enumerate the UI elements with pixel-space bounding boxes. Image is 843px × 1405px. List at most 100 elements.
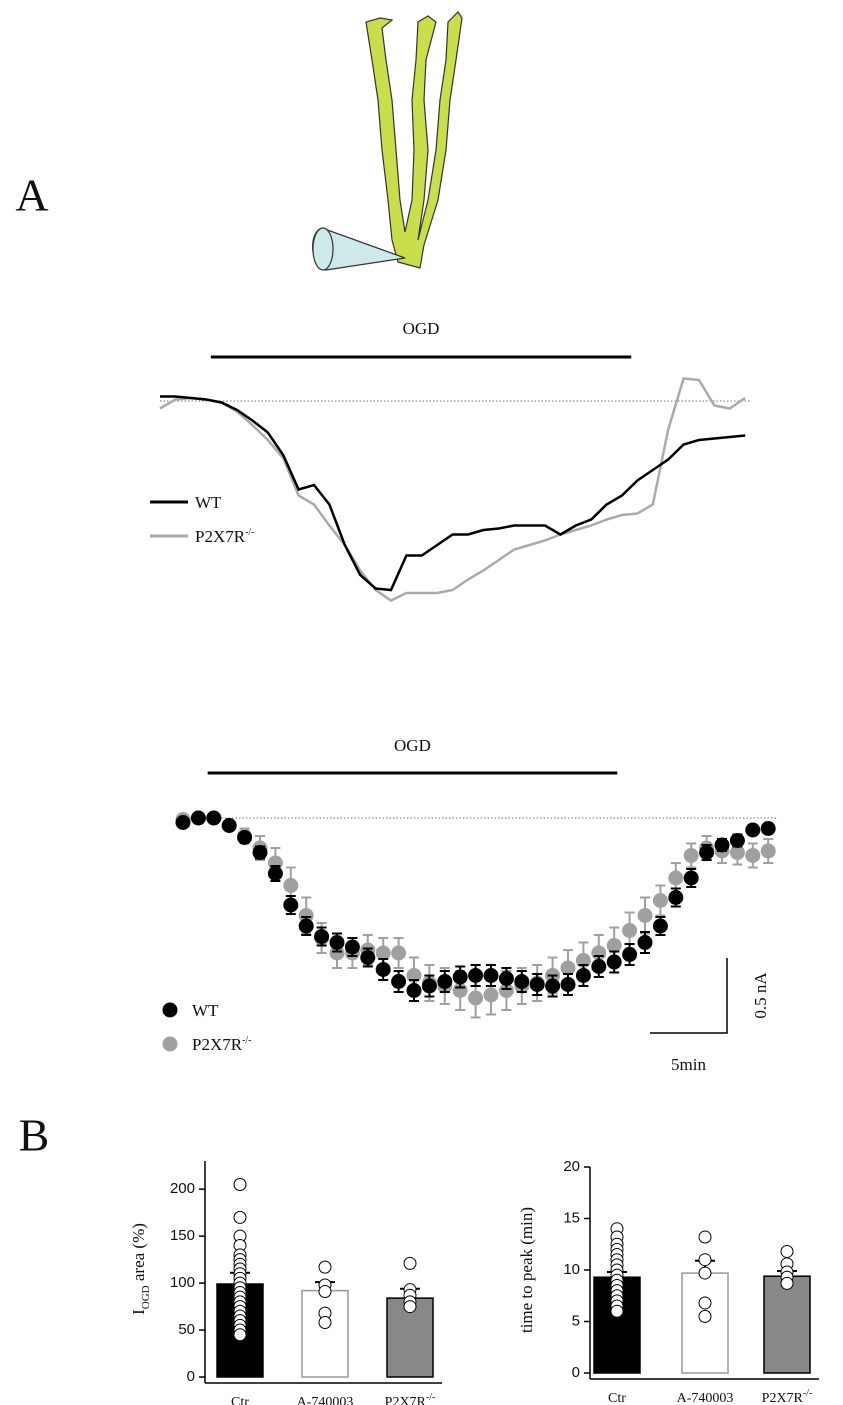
legend-label: WT [195,493,222,512]
data-point [267,866,283,881]
scale-bar [650,958,728,1034]
data-point [403,1300,417,1314]
legend-label: P2X7R-/- [195,527,255,546]
x-tick-label-text: A-740003 [297,1395,354,1405]
data-point [233,1177,247,1191]
data-point [391,974,407,989]
y-tick-label: 50 [178,1321,195,1338]
data-point [175,815,191,830]
data-point [637,908,653,923]
data-point [221,818,237,833]
y-axis-label: time to peak (min) [517,1207,536,1333]
y-tick-label: 200 [170,1180,195,1197]
scale-bar-y-label: 0.5 nA [751,972,770,1019]
data-point [421,978,437,994]
x-tick-label-text: Ctr [608,1391,626,1405]
legend-label-sup: -/- [245,527,254,538]
data-point [318,1260,332,1274]
data-point [637,935,653,950]
data-point [622,947,638,962]
x-tick-label-text: A-740003 [677,1391,734,1405]
y-tick-label: 150 [170,1227,195,1244]
legend-label-text: P2X7R [192,1035,243,1054]
data-point [468,990,484,1006]
data-point [610,1304,624,1318]
data-point [560,977,576,992]
x-tick-label: A-740003 [297,1395,354,1405]
data-point [391,945,407,961]
data-point [360,950,376,965]
scale-bar-x-label: 5min [671,1055,706,1074]
y-tick-label: 20 [563,1158,580,1175]
legend-swatch [162,1036,178,1052]
x-tick-label-text: Ctr [231,1395,249,1405]
data-point [318,1316,332,1330]
y-tick-label: 10 [563,1261,580,1278]
data-point [344,939,360,955]
data-point [283,878,299,893]
data-point [606,954,622,970]
data-point [283,897,299,913]
bar [763,1275,811,1374]
data-point [698,1230,712,1244]
y-tick-label: 0 [572,1364,580,1381]
data-point [745,822,761,838]
data-point [698,1296,712,1310]
data-point [760,843,776,859]
x-tick-label-sup: -/- [426,1392,435,1403]
data-point [375,945,391,961]
x-tick-label: Ctr [608,1391,626,1405]
neuron-drawing [312,11,463,271]
data-point [729,845,745,860]
data-point [714,837,730,853]
x-tick-label-text: P2X7R [385,1395,427,1405]
data-point [318,1285,332,1299]
y-tick-label: 15 [563,1209,580,1226]
y-axis-label-sub: OGD [140,1285,152,1309]
stimulus-label: OGD [394,736,431,755]
data-point [699,845,715,860]
data-point [190,810,206,826]
data-point [652,918,668,934]
data-point [622,923,638,938]
y-tick-label: 100 [170,1274,195,1291]
trace [159,377,746,602]
data-point [329,935,345,950]
x-tick-label-sup: -/- [803,1388,812,1399]
data-point [668,890,684,905]
data-point [698,1309,712,1323]
data-point [237,830,253,845]
data-point [468,968,484,983]
data-point [652,893,668,908]
data-point [529,977,545,992]
x-tick-label: Ctr [231,1395,249,1405]
x-tick-label: A-740003 [677,1391,734,1405]
panel-label: B [19,1110,50,1161]
y-tick-label: 0 [187,1368,195,1385]
trace [160,395,746,592]
data-point [698,1266,712,1280]
data-point [375,962,391,977]
data-point [780,1276,794,1290]
data-point [514,974,530,989]
data-point [575,968,591,983]
data-point [780,1244,794,1258]
y-axis-label: IOGD area (%) [129,1223,152,1315]
data-point [560,960,576,976]
legend-swatch [162,1002,178,1018]
data-point [406,983,422,998]
legend-label-text: WT [192,1001,219,1020]
data-point [545,978,561,994]
data-point [437,974,453,989]
data-point [298,908,314,923]
data-point [668,870,684,886]
data-point [498,971,514,986]
data-point [483,968,499,983]
legend-label-text: WT [195,493,222,512]
data-point [206,810,222,826]
x-tick-label: P2X7R-/- [385,1392,436,1405]
y-axis-label-text: time to peak (min) [517,1207,536,1333]
x-tick-label-text: P2X7R [762,1391,804,1405]
data-point [403,1256,417,1270]
data-point [452,969,468,985]
